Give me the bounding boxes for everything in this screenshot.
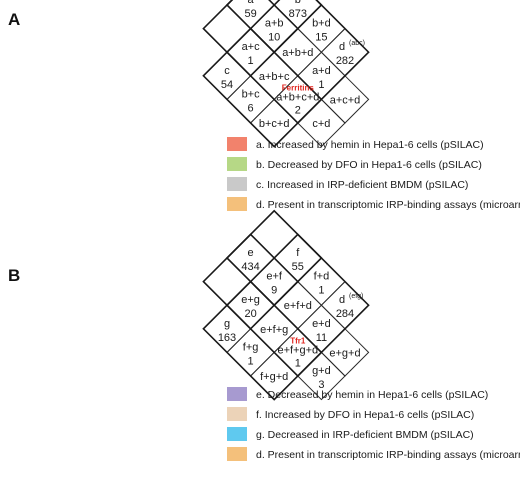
set-outline-d bbox=[225, 233, 370, 378]
region-count: 3 bbox=[318, 379, 324, 391]
legend-swatch-c bbox=[227, 177, 247, 191]
region-label: c bbox=[224, 65, 230, 77]
legend-swatch-e bbox=[227, 387, 247, 401]
region-label: d bbox=[339, 294, 345, 306]
region-label: e+f+d bbox=[284, 300, 312, 312]
legend-label-e: e. Decreased by hemin in Hepa1-6 cells (… bbox=[256, 389, 488, 401]
region-label: g+d bbox=[312, 365, 331, 377]
highlight-label: Tfr1 bbox=[290, 336, 306, 345]
region-label: a+d bbox=[312, 65, 331, 77]
region-label-superscript: (efg) bbox=[349, 293, 363, 300]
region-count: 15 bbox=[315, 32, 327, 44]
region-count: 282 bbox=[336, 55, 354, 67]
region-label: e+d bbox=[312, 318, 331, 330]
region-count: 284 bbox=[336, 308, 354, 320]
legend-label-b: b. Decreased by DFO in Hepa1-6 cells (pS… bbox=[256, 159, 482, 171]
region-count: 6 bbox=[248, 102, 254, 114]
panel-letter: A bbox=[8, 10, 20, 29]
region-label: a+b+c+d bbox=[276, 91, 319, 103]
set-outline-d bbox=[225, 0, 370, 125]
region-count: 1 bbox=[295, 357, 301, 369]
region-label: b+c bbox=[242, 88, 261, 100]
region-label: b bbox=[295, 0, 301, 6]
region-label: g bbox=[224, 318, 230, 330]
region-label: a+b+c bbox=[259, 71, 290, 83]
legend-label-g: g. Decreased in IRP-deficient BMDM (pSIL… bbox=[256, 429, 474, 441]
legend-label-f: f. Increased by DFO in Hepa1-6 cells (pS… bbox=[256, 409, 474, 421]
legend-swatch-b bbox=[227, 157, 247, 171]
region-count: 1 bbox=[318, 79, 324, 91]
region-count: 59 bbox=[244, 8, 256, 20]
region-label: e+f+g bbox=[260, 324, 288, 336]
region-count: 163 bbox=[218, 332, 236, 344]
region-label: e+f+g+d bbox=[277, 344, 318, 356]
panel-letter: B bbox=[8, 266, 20, 285]
venn-panel-a: Aa 59 b 873 a+c 1 a+b 10 b+d 15 c 54 a+b+c a+b+d d (abc… bbox=[8, 0, 520, 211]
legend-swatch-d bbox=[227, 447, 247, 461]
region-label: a bbox=[248, 0, 255, 6]
region-label: e+f bbox=[266, 271, 283, 283]
region-count: 10 bbox=[268, 32, 280, 44]
region-count: 20 bbox=[244, 308, 256, 320]
region-label: f+d bbox=[314, 271, 330, 283]
region-count: 9 bbox=[271, 285, 277, 297]
venn-panel-b: Be 434 f 55 e+g 20 e+f 9 f+d 1 g 163 e+f+g e+f+d d (efg… bbox=[8, 209, 520, 461]
legend-swatch-g bbox=[227, 427, 247, 441]
region-count: 873 bbox=[289, 8, 307, 20]
region-label: e bbox=[248, 247, 254, 259]
region-count: 55 bbox=[292, 261, 304, 273]
legend-swatch-d bbox=[227, 197, 247, 211]
region-count: 54 bbox=[221, 79, 233, 91]
region-label: f+g+d bbox=[260, 371, 288, 383]
legend-swatch-f bbox=[227, 407, 247, 421]
region-label: a+c+d bbox=[330, 94, 361, 106]
region-label: b+c+d bbox=[259, 118, 290, 130]
region-label: b+d bbox=[312, 18, 331, 30]
set-outline-g bbox=[202, 280, 323, 401]
region-label-superscript: (abc) bbox=[349, 40, 365, 47]
legend-label-a: a. Increased by hemin in Hepa1-6 cells (… bbox=[256, 139, 484, 151]
legend-label-d: d. Present in transcriptomic IRP-binding… bbox=[256, 199, 520, 211]
region-label: a+b+d bbox=[282, 47, 313, 59]
legend-label-c: c. Increased in IRP-deficient BMDM (pSIL… bbox=[256, 179, 468, 191]
highlight-label: Ferritins bbox=[282, 83, 315, 92]
legend-label-d: d. Present in transcriptomic IRP-binding… bbox=[256, 449, 520, 461]
region-label: c+d bbox=[312, 118, 330, 130]
region-label: a+b bbox=[265, 18, 284, 30]
region-label: e+g bbox=[241, 294, 260, 306]
region-count: 11 bbox=[316, 332, 327, 344]
region-count: 1 bbox=[248, 55, 254, 67]
region-count: 1 bbox=[318, 285, 324, 297]
region-label: f bbox=[296, 247, 300, 259]
region-label: a+c bbox=[242, 41, 261, 53]
region-count: 434 bbox=[241, 261, 259, 273]
region-count: 1 bbox=[248, 355, 254, 367]
region-label: f+g bbox=[243, 341, 259, 353]
set-outline-c bbox=[202, 27, 323, 148]
region-count: 2 bbox=[295, 104, 301, 116]
region-label: d bbox=[339, 41, 345, 53]
legend-swatch-a bbox=[227, 137, 247, 151]
region-label: e+g+d bbox=[329, 347, 360, 359]
